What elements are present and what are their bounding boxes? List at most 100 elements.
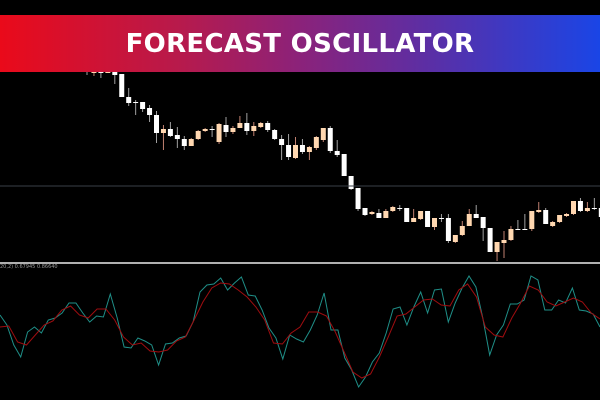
candle: [258, 122, 264, 128]
candle-body: [140, 102, 146, 109]
candle-body: [160, 129, 166, 133]
candle-body: [265, 123, 271, 130]
candle-body: [188, 139, 194, 146]
candle: [126, 88, 132, 106]
candle: [355, 188, 361, 211]
candle-body: [522, 229, 528, 230]
title-banner: FORECAST OSCILLATOR: [0, 15, 600, 72]
candle: [216, 123, 222, 144]
candle-body: [466, 214, 472, 226]
candle: [466, 209, 472, 226]
candle-body: [355, 188, 361, 209]
candle: [174, 127, 180, 148]
candle: [432, 218, 437, 230]
candle: [286, 134, 292, 160]
candle: [376, 209, 382, 218]
candle-body: [320, 128, 326, 140]
candle: [279, 135, 285, 160]
oscillator-pane: [0, 275, 600, 389]
candle-body: [202, 129, 208, 131]
candle: [390, 206, 396, 212]
candle-body: [174, 135, 180, 139]
candle-body: [237, 123, 243, 128]
candle-body: [154, 115, 159, 133]
candle: [320, 128, 326, 142]
candle: [223, 117, 229, 137]
candle: [327, 126, 333, 153]
candle-body: [272, 130, 278, 139]
candle-body: [286, 145, 292, 157]
candle: [397, 205, 403, 211]
candle: [473, 205, 479, 218]
candle: [306, 146, 312, 160]
candle: [543, 208, 549, 224]
candle: [265, 121, 271, 132]
candle-body: [376, 213, 382, 218]
candle: [522, 214, 528, 230]
candle-body: [334, 151, 340, 155]
candle: [550, 221, 556, 227]
candle-body: [598, 208, 600, 217]
candle: [244, 113, 250, 135]
candle: [591, 198, 597, 210]
candle-body: [480, 217, 486, 228]
candle: [299, 139, 305, 154]
candle-body: [251, 126, 257, 131]
candle-body: [445, 218, 451, 241]
candle: [237, 116, 243, 128]
candle: [438, 214, 444, 222]
candle: [480, 217, 486, 241]
candle-body: [508, 229, 514, 240]
candle-body: [452, 235, 458, 242]
candle: [202, 128, 208, 132]
candle: [369, 211, 375, 215]
candle: [167, 122, 173, 137]
candle-body: [181, 139, 187, 146]
candle-body: [112, 70, 118, 75]
candle-body: [313, 137, 319, 148]
price-pane: [84, 70, 600, 261]
candle: [181, 136, 187, 150]
candle-body: [383, 211, 389, 218]
candle: [383, 209, 389, 218]
signal-line: [0, 282, 600, 379]
candle-body: [494, 242, 500, 252]
candle: [251, 122, 257, 136]
candle-body: [536, 210, 542, 212]
candle-body: [425, 211, 431, 227]
indicator-label: 20,2) 0.67945 0.86640: [0, 264, 58, 270]
candle-body: [258, 123, 264, 127]
candle: [209, 126, 215, 137]
candle-body: [397, 208, 403, 209]
candle: [112, 70, 118, 84]
candle-body: [299, 145, 305, 152]
candle: [418, 211, 424, 220]
candle-body: [133, 102, 139, 103]
candle-body: [167, 129, 173, 136]
candle: [404, 208, 410, 222]
candle-body: [501, 240, 507, 243]
candle: [487, 228, 493, 252]
candle-body: [390, 207, 396, 211]
candle: [557, 215, 563, 223]
oscillator-line: [0, 275, 600, 389]
candle-body: [244, 123, 250, 131]
candle: [598, 208, 600, 217]
candle-body: [577, 201, 583, 211]
candle: [508, 226, 514, 241]
candle: [147, 105, 153, 122]
candle: [571, 201, 576, 215]
candle: [133, 100, 139, 115]
candle: [445, 214, 451, 243]
candle-body: [564, 214, 570, 216]
banner-title: FORECAST OSCILLATOR: [125, 28, 475, 59]
candle-body: [348, 176, 354, 189]
candle-body: [584, 208, 590, 211]
candle: [459, 221, 465, 236]
candle-body: [195, 131, 201, 139]
candle: [564, 213, 570, 217]
candle-body: [279, 139, 285, 145]
candle: [425, 211, 431, 227]
candle-body: [209, 129, 215, 130]
candle: [293, 137, 298, 159]
